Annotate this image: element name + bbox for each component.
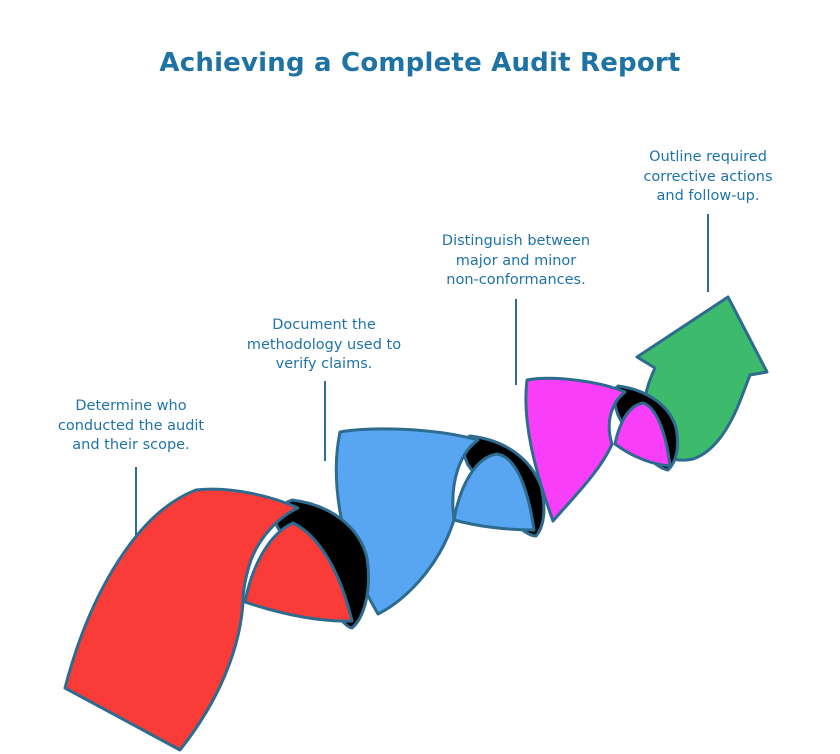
step-label-1: Determine who conducted the audit and th… (57, 398, 205, 453)
ribbon-segment-magenta (524, 376, 627, 523)
connector-lines (135, 214, 709, 541)
blue-under-arch (452, 452, 536, 532)
step-label-2: Document the methodology used to verify … (246, 317, 402, 372)
step-label-4: Outline required corrective actions and … (643, 149, 773, 204)
magenta-under-arch (613, 401, 672, 468)
page-title: Achieving a Complete Audit Report (159, 48, 681, 78)
ribbon-segment-red (63, 487, 300, 752)
step-label-3: Distinguish between major and minor non-… (441, 233, 591, 288)
red-under-arch (243, 521, 354, 623)
